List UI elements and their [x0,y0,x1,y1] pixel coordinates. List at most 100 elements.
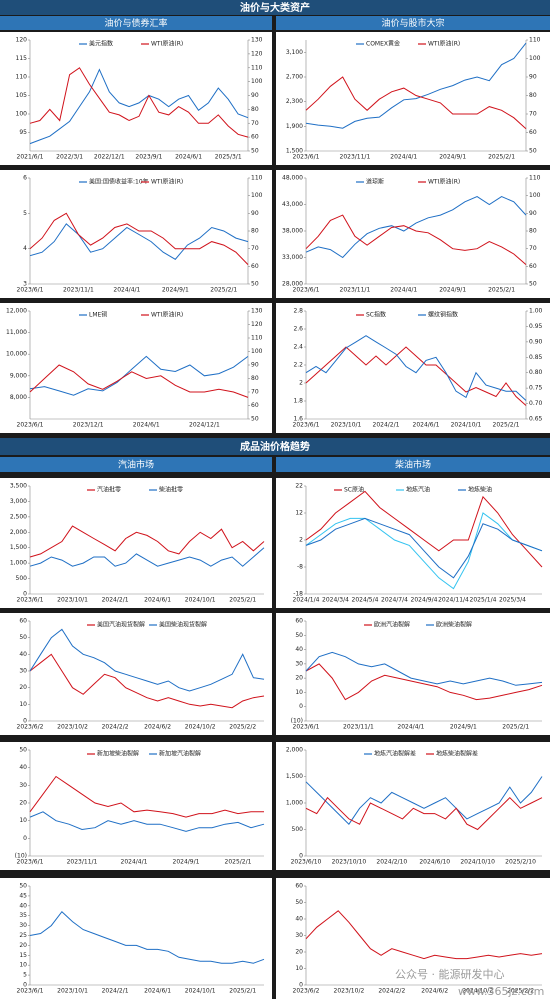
y-tick-label: 0 [299,703,303,710]
y2-tick-label: 60 [251,263,259,270]
series-line [29,68,249,145]
y-tick-label: 6 [23,175,27,182]
chart-panel [276,170,550,298]
y-tick-label: 0 [299,853,303,860]
x-tick-label: 2023/6/1 [17,422,44,429]
y2-tick-label: 60 [529,263,537,270]
y-tick-label: 1,000 [10,560,27,567]
y-tick-label: -8 [297,564,303,571]
x-tick-label: 2024/10/1 [185,988,216,995]
y-tick-label: 15 [19,952,27,959]
legend-label: SC指数 [366,311,386,319]
x-tick-label: 2023/10/1 [57,597,88,604]
series-line [29,910,265,964]
legend-label: 欧洲柴油裂解 [436,621,472,629]
y2-tick-label: 100 [529,55,541,62]
x-tick-label: 2023/12/1 [73,422,104,429]
subheader-bar [0,16,272,30]
x-tick-label: 2024/2/1 [102,597,129,604]
x-tick-label: 2024/12/1 [189,422,220,429]
legend-label: WTI原油(R) [151,40,183,48]
x-tick-label: 2023/11/1 [340,154,371,161]
x-tick-label: 2024/6/2 [144,724,171,731]
y-tick-label: 3 [23,281,27,288]
x-tick-label: 2024/2/2 [102,724,129,731]
x-tick-label: 2025/2/1 [488,154,515,161]
x-tick-label: 2025/2/1 [488,287,515,294]
y2-tick-label: 0.65 [529,416,543,423]
y-tick-label: 50 [19,634,27,641]
chart-panel [276,303,550,433]
y2-tick-label: 50 [251,281,259,288]
y-tick-label: 60 [295,618,303,625]
y-tick-label: 1,000 [286,800,303,807]
y2-tick-label: 110 [251,335,263,342]
x-tick-label: 2023/10/2 [334,988,365,995]
y-tick-label: 2,300 [286,98,303,105]
y2-tick-label: 80 [529,228,537,235]
x-tick-label: 2024/2/1 [373,422,400,429]
y2-tick-label: 100 [251,78,263,85]
series-line [305,335,527,401]
x-tick-label: 2023/6/1 [17,597,44,604]
y-tick-label: 30 [19,668,27,675]
series-line [305,663,543,701]
y-tick-label: 2.6 [293,326,303,333]
chart-panel [276,478,550,608]
legend-label: 新加坡柴油裂解 [97,750,139,758]
y-tick-label: 20 [19,942,27,949]
x-tick-label: 2023/11/1 [67,859,98,866]
header-bar [0,438,550,455]
y-tick-label: 40 [19,651,27,658]
x-tick-label: 2023/6/1 [17,287,44,294]
y-tick-label: (10) [291,718,303,725]
series-line [305,42,527,129]
x-tick-label: 2024/6/1 [144,597,171,604]
y-tick-label: 10 [19,817,27,824]
series-line [29,653,265,709]
charts: 9510010511011512050607080901001101201302… [0,32,550,999]
legend-label: 美国:国债收益率:10年 [89,178,149,186]
y-tick-label: 12 [295,510,303,517]
y-tick-label: 40 [295,646,303,653]
section-header: 成品油价格趋势 [240,440,310,453]
x-tick-label: 2023/6/1 [17,988,44,995]
x-tick-label: 2024/1/4 [293,597,320,604]
y2-tick-label: 80 [529,92,537,99]
y-tick-label: 20 [295,949,303,956]
subheader-bar [0,457,272,472]
x-tick-label: 2024/4/1 [397,724,424,731]
x-tick-label: 2024/4/1 [390,154,417,161]
legend-label: COMEX黄金 [366,40,400,48]
y2-tick-label: 80 [251,228,259,235]
y2-tick-label: 90 [251,362,259,369]
x-tick-label: 2024/4/1 [113,287,140,294]
x-tick-label: 2024/6/10 [419,859,450,866]
y-tick-label: 30 [19,922,27,929]
y-tick-label: 3,000 [10,498,27,505]
chart-panel [0,478,272,608]
y-tick-label: 25 [19,932,27,939]
y-tick-label: (10) [15,853,27,860]
y-tick-label: 40 [295,916,303,923]
y2-tick-label: 0.85 [529,354,543,361]
series-line [305,512,543,590]
y-tick-label: 10 [295,965,303,972]
y-tick-label: 38,000 [282,228,303,235]
y-tick-label: 120 [16,37,28,44]
y-tick-label: 8,000 [10,394,27,401]
y-tick-label: 43,000 [282,201,303,208]
x-tick-label: 2023/10/1 [331,422,362,429]
series-line [305,910,543,960]
x-tick-label: 2025/2/1 [229,988,256,995]
y-tick-label: 100 [16,111,28,118]
y2-tick-label: 130 [251,37,263,44]
y-tick-label: 2.4 [293,344,303,351]
legend-label: 汽油批零 [97,486,121,494]
x-tick-label: 2022/12/1 [94,154,125,161]
x-tick-label: 2023/6/2 [293,988,320,995]
x-tick-label: 2023/6/1 [293,422,320,429]
chart-panel [0,303,272,433]
y2-tick-label: 70 [251,245,259,252]
y2-tick-label: 0.90 [529,338,543,345]
